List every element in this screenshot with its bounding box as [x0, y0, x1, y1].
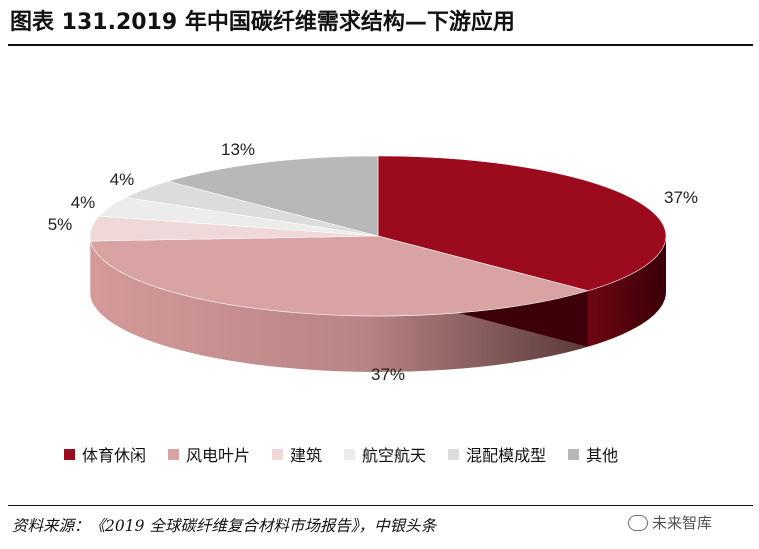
footer-divider	[8, 505, 753, 506]
legend-swatch	[448, 448, 460, 460]
watermark-text: 未来智库	[652, 514, 713, 532]
legend-item-4: 航空航天	[344, 442, 426, 466]
data-label-5: 4%	[110, 170, 135, 189]
slice-6	[166, 155, 379, 237]
legend-swatch	[168, 448, 180, 460]
slice-2	[90, 235, 590, 317]
legend-swatch	[568, 448, 580, 460]
legend-item-2: 风电叶片	[168, 442, 250, 466]
legend-label: 航空航天	[362, 446, 427, 465]
legend-label: 风电叶片	[186, 446, 251, 465]
slice-side-3	[90, 236, 91, 298]
data-label-2: 37%	[371, 365, 405, 384]
legend-label: 建筑	[290, 446, 323, 465]
legend-item-1: 体育休闲	[64, 442, 146, 466]
page-title: 图表 131.2019 年中国碳纤维需求结构—下游应用	[10, 10, 515, 35]
data-label-1: 37%	[664, 188, 698, 207]
title-divider	[8, 44, 753, 46]
legend-label: 体育休闲	[82, 446, 147, 465]
watermark: 未来智库	[628, 512, 712, 533]
data-label-3: 5%	[48, 215, 73, 234]
data-label-6: 13%	[221, 140, 255, 159]
legend-item-5: 混配模成型	[448, 442, 546, 466]
legend-swatch	[64, 448, 75, 460]
chart-legend: 体育休闲 风电叶片 建筑 航空航天 混配模成型 其他	[64, 443, 640, 465]
wechat-icon	[628, 514, 648, 531]
pie-chart: 37% 37% 5% 4% 4% 13%	[48, 140, 698, 384]
slice-1	[377, 155, 667, 292]
legend-label: 混配模成型	[466, 446, 547, 465]
legend-swatch	[344, 448, 356, 460]
slice-side-2	[90, 241, 588, 372]
legend-label: 其他	[586, 446, 619, 465]
source-note: 资料来源：《2019 全球碳纤维复合材料市场报告》，中银头条	[12, 517, 437, 535]
slice-side-1	[587, 236, 666, 347]
data-label-4: 4%	[71, 193, 96, 212]
legend-item-3: 建筑	[272, 442, 322, 466]
legend-swatch	[272, 448, 284, 460]
legend-item-6: 其他	[568, 442, 618, 466]
